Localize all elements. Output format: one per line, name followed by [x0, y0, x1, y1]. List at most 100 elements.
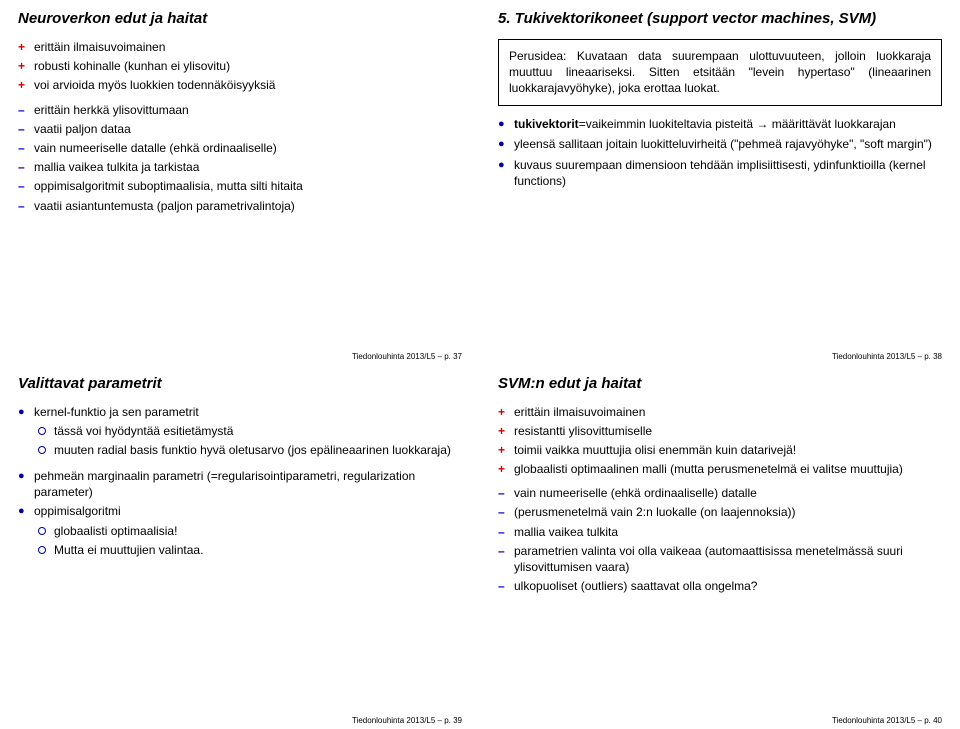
plus-icon: +: [18, 77, 34, 93]
list-item: ●tukivektorit=vaikeimmin luokiteltavia p…: [498, 116, 942, 134]
item-text: globaalisti optimaalisia!: [54, 523, 462, 539]
item-text: muuten radial basis funktio hyvä oletusa…: [54, 442, 462, 458]
slide-content: +erittäin ilmaisuvoimainen +resistantti …: [498, 404, 942, 715]
list-item: –oppimisalgoritmit suboptimaalisia, mutt…: [18, 178, 462, 194]
list-item: +erittäin ilmaisuvoimainen: [498, 404, 942, 420]
item-text: oppimisalgoritmi: [34, 503, 462, 519]
slide-content: Perusidea: Kuvataan data suurempaan ulot…: [498, 39, 942, 350]
list-item: –parametrien valinta voi olla vaikeaa (a…: [498, 543, 942, 575]
list-item: +resistantti ylisovittumiselle: [498, 423, 942, 439]
list-item: ●pehmeän marginaalin parametri (=regular…: [18, 468, 462, 500]
list-item: +erittäin ilmaisuvoimainen: [18, 39, 462, 55]
list-item: ●yleensä sallitaan joitain luokitteluvir…: [498, 136, 942, 154]
cons-list: –erittäin herkkä ylisovittumaan –vaatii …: [18, 102, 462, 214]
minus-icon: –: [18, 178, 34, 194]
pros-list: +erittäin ilmaisuvoimainen +resistantti …: [498, 404, 942, 478]
list-item: –erittäin herkkä ylisovittumaan: [18, 102, 462, 118]
item-text: toimii vaikka muuttujia olisi enemmän ku…: [514, 442, 942, 458]
minus-icon: –: [18, 102, 34, 118]
list-item: –mallia vaikea tulkita ja tarkistaa: [18, 159, 462, 175]
item-text: kuvaus suurempaan dimensioon tehdään imp…: [514, 157, 942, 189]
slide-grid: Neuroverkon edut ja haitat +erittäin ilm…: [0, 0, 960, 729]
slide-svm-pros-cons: SVM:n edut ja haitat +erittäin ilmaisuvo…: [480, 365, 960, 729]
minus-icon: –: [498, 485, 514, 501]
bullet-open-icon: [38, 442, 54, 459]
cons-list: –vain numeeriselle (ehkä ordinaaliselle)…: [498, 485, 942, 594]
slide-parameters: Valittavat parametrit ● kernel-funktio j…: [0, 365, 480, 729]
list-item: +voi arvioida myös luokkien todennäköisy…: [18, 77, 462, 93]
idea-box: Perusidea: Kuvataan data suurempaan ulot…: [498, 39, 942, 106]
bold-lead: tukivektorit: [514, 117, 579, 131]
slide-content: ● kernel-funktio ja sen parametrit tässä…: [18, 404, 462, 715]
list-item: ●kuvaus suurempaan dimensioon tehdään im…: [498, 157, 942, 189]
slide-title: SVM:n edut ja haitat: [498, 375, 942, 392]
item-text: robusti kohinalle (kunhan ei ylisovitu): [34, 58, 462, 74]
plus-icon: +: [498, 461, 514, 477]
bullet-open-icon: [38, 423, 54, 440]
bullet-open-icon: [38, 542, 54, 559]
list-item: tässä voi hyödyntää esitietämystä: [38, 423, 462, 440]
pros-list: +erittäin ilmaisuvoimainen +robusti kohi…: [18, 39, 462, 94]
bullet-list: ●tukivektorit=vaikeimmin luokiteltavia p…: [498, 116, 942, 190]
slide-svm-intro: 5. Tukivektorikoneet (support vector mac…: [480, 0, 960, 365]
item-text: erittäin herkkä ylisovittumaan: [34, 102, 462, 118]
item-text: vaatii asiantuntemusta (paljon parametri…: [34, 198, 462, 214]
slide-title: Valittavat parametrit: [18, 375, 462, 392]
minus-icon: –: [498, 543, 514, 559]
slide-footer: Tiedonlouhinta 2013/L5 – p. 39: [18, 714, 462, 725]
slide-title: Neuroverkon edut ja haitat: [18, 10, 462, 27]
list-item: +robusti kohinalle (kunhan ei ylisovitu): [18, 58, 462, 74]
bullet-icon: ●: [18, 404, 34, 422]
minus-icon: –: [498, 524, 514, 540]
list-item: –vaatii paljon dataa: [18, 121, 462, 137]
item-text: parametrien valinta voi olla vaikeaa (au…: [514, 543, 942, 575]
item-text: ulkopuoliset (outliers) saattavat olla o…: [514, 578, 942, 594]
item-text: tässä voi hyödyntää esitietämystä: [54, 423, 462, 439]
list-item: –vaatii asiantuntemusta (paljon parametr…: [18, 198, 462, 214]
bullet-list: ● kernel-funktio ja sen parametrit tässä…: [18, 404, 462, 566]
slide-footer: Tiedonlouhinta 2013/L5 – p. 38: [498, 350, 942, 361]
minus-icon: –: [18, 121, 34, 137]
list-item: globaalisti optimaalisia!: [38, 523, 462, 540]
minus-icon: –: [18, 159, 34, 175]
list-item: ● oppimisalgoritmi globaalisti optimaali…: [18, 503, 462, 565]
item-text: voi arvioida myös luokkien todennäköisyy…: [34, 77, 462, 93]
slide-neuro-pros-cons: Neuroverkon edut ja haitat +erittäin ilm…: [0, 0, 480, 365]
sub-list: tässä voi hyödyntää esitietämystä muuten…: [18, 423, 462, 461]
item-text: vain numeeriselle datalle (ehkä ordinaal…: [34, 140, 462, 156]
slide-title: 5. Tukivektorikoneet (support vector mac…: [498, 10, 942, 27]
bullet-icon: ●: [18, 468, 34, 486]
list-item: +toimii vaikka muuttujia olisi enemmän k…: [498, 442, 942, 458]
bullet-icon: ●: [498, 116, 514, 134]
list-item: –mallia vaikea tulkita: [498, 524, 942, 540]
item-text: tukivektorit=vaikeimmin luokiteltavia pi…: [514, 116, 942, 132]
item-text: mallia vaikea tulkita: [514, 524, 942, 540]
list-item: –(perusmenetelmä vain 2:n luokalle (on l…: [498, 504, 942, 520]
list-item: ● kernel-funktio ja sen parametrit tässä…: [18, 404, 462, 466]
plus-icon: +: [498, 442, 514, 458]
plus-icon: +: [18, 58, 34, 74]
sub-list: globaalisti optimaalisia! Mutta ei muutt…: [18, 523, 462, 561]
list-item: –ulkopuoliset (outliers) saattavat olla …: [498, 578, 942, 594]
list-item: +globaalisti optimaalinen malli (mutta p…: [498, 461, 942, 477]
item-text: Mutta ei muuttujien valintaa.: [54, 542, 462, 558]
item-text: resistantti ylisovittumiselle: [514, 423, 942, 439]
slide-content: +erittäin ilmaisuvoimainen +robusti kohi…: [18, 39, 462, 350]
item-text: vaatii paljon dataa: [34, 121, 462, 137]
slide-footer: Tiedonlouhinta 2013/L5 – p. 40: [498, 714, 942, 725]
item-text: erittäin ilmaisuvoimainen: [34, 39, 462, 55]
minus-icon: –: [18, 140, 34, 156]
item-text: kernel-funktio ja sen parametrit: [34, 404, 462, 420]
item-text: vain numeeriselle (ehkä ordinaaliselle) …: [514, 485, 942, 501]
list-item: –vain numeeriselle datalle (ehkä ordinaa…: [18, 140, 462, 156]
bullet-open-icon: [38, 523, 54, 540]
plus-icon: +: [498, 404, 514, 420]
item-text: yleensä sallitaan joitain luokitteluvirh…: [514, 136, 942, 152]
bullet-icon: ●: [18, 503, 34, 521]
slide-footer: Tiedonlouhinta 2013/L5 – p. 37: [18, 350, 462, 361]
list-item: muuten radial basis funktio hyvä oletusa…: [38, 442, 462, 459]
item-text: globaalisti optimaalinen malli (mutta pe…: [514, 461, 942, 477]
plus-icon: +: [18, 39, 34, 55]
item-text: mallia vaikea tulkita ja tarkistaa: [34, 159, 462, 175]
minus-icon: –: [18, 198, 34, 214]
